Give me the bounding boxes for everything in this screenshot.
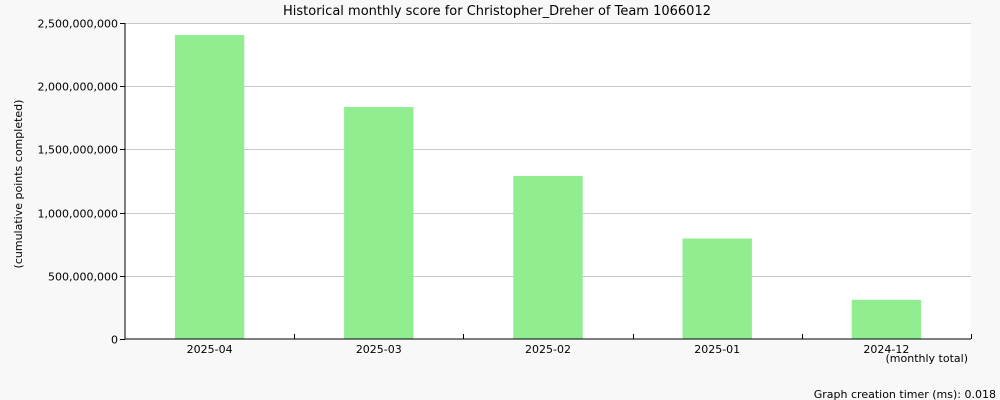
x-tick-label-2: 2025-02	[525, 343, 571, 356]
y-tick-label-5: 2,500,000,000	[38, 18, 118, 31]
x-tick-label-3: 2025-01	[694, 343, 740, 356]
y-tick-label-1: 500,000,000	[48, 271, 118, 284]
bar-2025-01	[682, 238, 752, 339]
x-tick-label-4: 2024-12	[863, 343, 909, 356]
bar-2025-04	[174, 35, 245, 340]
bar-2024-12	[851, 299, 922, 339]
axes	[124, 23, 971, 340]
y-tick-label-2: 1,000,000,000	[38, 208, 118, 221]
y-ticks: 0 500,000,000 1,000,000,000 1,500,000,000 2,…	[38, 18, 125, 347]
y-tick-label-0: 0	[111, 334, 118, 347]
bars	[174, 35, 922, 340]
graph-timer-text: Graph creation timer (ms): 0.018	[814, 388, 996, 400]
y-tick-label-4: 2,000,000,000	[38, 81, 118, 94]
y-tick-label-3: 1,500,000,000	[38, 144, 118, 157]
x-ticks: 2025-04 2025-03 2025-02 2025-01 2024-12	[187, 334, 972, 356]
bar-2025-02	[513, 175, 583, 339]
x-tick-label-0: 2025-04	[187, 343, 233, 356]
y-axis-label: (cumulative points completed)	[12, 100, 25, 269]
chart-title: Historical monthly score for Christopher…	[283, 4, 711, 19]
x-tick-label-1: 2025-03	[356, 343, 402, 356]
x-axis-label: (monthly total)	[886, 352, 969, 365]
bar-2025-03	[344, 107, 414, 339]
